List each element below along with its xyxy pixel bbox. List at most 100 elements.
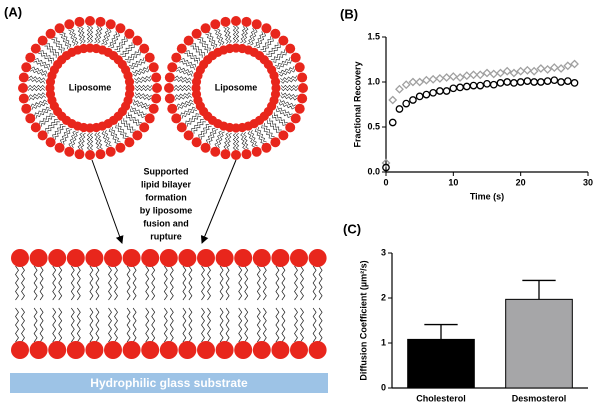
- marker: [388, 95, 398, 105]
- lipid-tail: [117, 122, 129, 137]
- head-group: [144, 113, 155, 124]
- head-group: [290, 249, 308, 267]
- head-group: [151, 72, 162, 83]
- lipid-tail: [176, 66, 194, 74]
- lipid-tail: [97, 132, 103, 150]
- lipid-tail: [108, 307, 112, 343]
- head-group: [151, 93, 162, 104]
- head-group: [21, 62, 32, 73]
- y-tick-label: 1.5: [367, 31, 380, 41]
- lipid-tail: [134, 78, 152, 84]
- lipid-tail: [95, 265, 100, 301]
- marker: [462, 71, 472, 81]
- lipid-tail: [208, 129, 218, 145]
- head-group: [139, 122, 150, 133]
- marker: [496, 79, 505, 87]
- marker: [408, 77, 418, 87]
- lipid-tail: [80, 132, 86, 150]
- lipid-tail: [174, 95, 192, 101]
- head-group: [215, 341, 234, 359]
- lipid-tail: [71, 131, 79, 148]
- head-group: [29, 249, 48, 267]
- lipid-tail: [312, 307, 317, 343]
- head-group: [183, 35, 194, 46]
- lipid-tail: [240, 132, 246, 150]
- lipid-tail: [214, 130, 222, 148]
- lipid-tail: [115, 124, 127, 139]
- lipid-tail: [281, 307, 286, 343]
- lipid-tail: [163, 265, 168, 301]
- lipid-tail: [101, 28, 109, 45]
- lipid-tail: [134, 75, 152, 81]
- head-group: [122, 341, 141, 359]
- head-group: [164, 83, 174, 93]
- y-axis-label: Diffusion Coefficient (µm²/s): [358, 260, 368, 380]
- lipid-tail: [41, 115, 56, 127]
- marker: [523, 77, 532, 85]
- lipid-tail: [126, 51, 141, 63]
- marker: [482, 68, 492, 78]
- marker: [557, 78, 565, 86]
- lipid-tail: [30, 66, 48, 74]
- lipid-tail: [274, 57, 291, 67]
- liposome: Liposome: [18, 16, 162, 160]
- head-group: [290, 52, 301, 63]
- lipid-tail: [124, 49, 139, 61]
- head-group: [251, 146, 262, 157]
- lipid-tail: [275, 265, 280, 301]
- head-group: [164, 72, 175, 83]
- lipid-tail: [114, 265, 118, 301]
- head-group: [164, 93, 175, 104]
- marker: [509, 68, 519, 78]
- lipid-tail: [110, 32, 121, 49]
- marker: [415, 77, 425, 87]
- head-group: [29, 341, 48, 359]
- lipid-tail: [256, 32, 267, 49]
- lipid-tail: [179, 60, 195, 70]
- lipid-tail: [177, 102, 194, 110]
- lipid-tail: [266, 42, 279, 55]
- lipid-tail: [129, 108, 146, 119]
- marker: [402, 99, 411, 108]
- lipid-tail: [312, 265, 317, 301]
- head-group: [261, 142, 272, 153]
- caption: fusion and: [143, 218, 189, 228]
- lipid-tail: [151, 265, 156, 301]
- lipid-tail: [173, 84, 192, 89]
- head-group: [220, 16, 231, 27]
- head-group: [54, 142, 65, 153]
- caption: lipid bilayer: [141, 179, 192, 189]
- marker: [510, 79, 518, 87]
- head-group: [271, 341, 290, 359]
- lipid-tail: [278, 66, 295, 74]
- x-tick-label: 10: [448, 177, 458, 187]
- head-group: [25, 52, 36, 63]
- lipid-tail: [108, 128, 118, 144]
- marker: [543, 64, 553, 74]
- lipid-tail: [225, 307, 230, 343]
- caption: rupture: [150, 231, 182, 241]
- lipid-tail: [254, 31, 264, 47]
- head-group: [171, 52, 182, 63]
- marker: [496, 68, 505, 78]
- head-group: [234, 341, 253, 359]
- lipid-tail: [318, 265, 323, 301]
- lipid-tail: [280, 95, 298, 101]
- lipid-tail: [121, 120, 134, 133]
- liposome-label: Liposome: [215, 82, 258, 92]
- marker: [489, 80, 498, 89]
- lipid-tail: [240, 26, 246, 44]
- lipid-tail: [132, 66, 149, 74]
- lipid-tail: [261, 124, 273, 139]
- lipid-tail: [176, 99, 194, 108]
- lipid-tail: [280, 84, 299, 89]
- lipid-tail: [33, 265, 38, 301]
- lipid-tail: [208, 32, 218, 48]
- marker: [530, 78, 538, 86]
- x-axis-label: Time (s): [470, 191, 504, 201]
- head-group: [200, 23, 211, 34]
- head-group: [171, 113, 182, 124]
- head-group: [241, 16, 252, 27]
- lipid-tail: [232, 132, 237, 151]
- lipid-tail: [134, 84, 153, 89]
